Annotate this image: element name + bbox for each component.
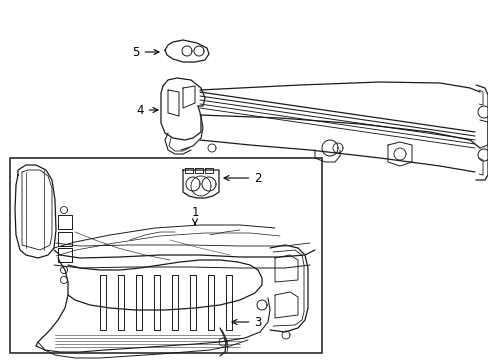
Text: 4: 4	[136, 104, 158, 117]
Bar	[10, 158, 321, 353]
Text: 1: 1	[191, 206, 198, 224]
Text: 5: 5	[132, 45, 159, 58]
Text: 3: 3	[231, 315, 261, 328]
Text: 2: 2	[224, 171, 261, 184]
